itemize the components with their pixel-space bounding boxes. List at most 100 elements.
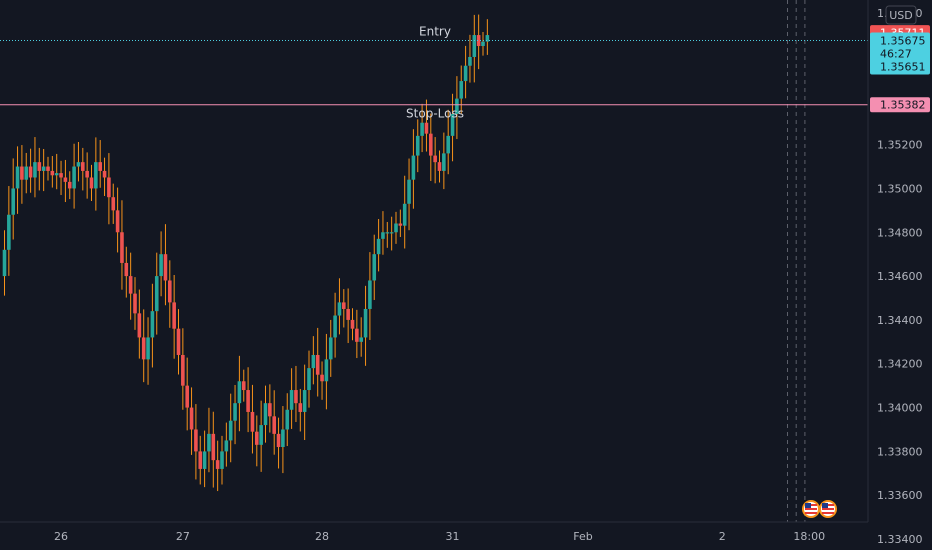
candle-body <box>311 354 316 369</box>
candle-body <box>124 262 129 277</box>
candle-body <box>407 179 411 204</box>
candle-body <box>255 431 259 445</box>
candle-body <box>181 354 185 386</box>
price-tag <box>870 97 930 113</box>
candle-body <box>37 162 42 171</box>
price-tick-label: 1.34200 <box>877 358 923 371</box>
entry-price-text: 1.35675 <box>880 35 926 48</box>
candle-body <box>172 302 176 329</box>
candle-body <box>281 429 285 448</box>
candle-body <box>102 170 107 178</box>
candle-body <box>7 214 11 250</box>
time-scale[interactable]: 26 27 28 31 Feb 2 18:00 <box>54 530 825 543</box>
candle-body <box>233 403 237 421</box>
us-flag-icon[interactable] <box>802 500 820 518</box>
entry-price-tag <box>870 32 930 75</box>
candle-body <box>476 35 481 47</box>
candle-body <box>272 416 276 434</box>
candle-body <box>298 403 303 412</box>
price-tick-label: 1.34000 <box>877 402 923 415</box>
candle-body <box>33 162 37 178</box>
candle-body <box>141 337 146 360</box>
candle-body <box>54 173 59 176</box>
candle-body <box>59 173 63 178</box>
candle-body <box>385 232 390 234</box>
candle-body <box>459 81 464 99</box>
countdown-text: 46:27 <box>880 48 912 61</box>
bid-price-text: 1.35651 <box>880 61 926 74</box>
currency-badge[interactable]: USD <box>885 5 917 25</box>
candle-body <box>307 368 311 391</box>
candle-body <box>189 407 194 430</box>
price-tick-label: 1.35000 <box>877 182 923 195</box>
candle-body <box>346 308 350 320</box>
candle-body <box>402 203 407 226</box>
candle-body <box>294 390 298 404</box>
candle-body <box>481 41 485 47</box>
candle-body <box>363 308 368 338</box>
candle-body <box>115 210 120 233</box>
candle-body <box>168 280 172 303</box>
time-tick-label: 26 <box>54 530 68 543</box>
vertical-markers <box>787 0 806 522</box>
price-tick-label: 1.34600 <box>877 270 923 283</box>
candle-body <box>28 166 33 178</box>
candle-body <box>20 166 24 180</box>
candle-body <box>442 153 446 171</box>
candle-body <box>302 390 307 412</box>
candle-body <box>337 302 342 316</box>
candle-body <box>76 162 81 167</box>
candle-body <box>463 65 468 82</box>
candle-body <box>381 232 385 239</box>
candle-body <box>328 337 333 360</box>
candle-body <box>285 409 290 430</box>
candle-body <box>268 403 272 417</box>
candle-body <box>276 433 281 448</box>
price-tick-label: 1.34400 <box>877 314 923 327</box>
candle-body <box>472 35 477 57</box>
candle-body <box>250 411 255 432</box>
candle-body <box>15 166 20 189</box>
candle-body <box>133 293 137 314</box>
price-tick-label: 1.35200 <box>877 139 923 152</box>
candle-body <box>333 315 337 338</box>
candle-body <box>220 451 224 469</box>
price-tick-label: 1.33800 <box>877 445 923 458</box>
us-flag-icon[interactable] <box>819 500 837 518</box>
time-tick-label: 18:00 <box>793 530 825 543</box>
candle-body <box>163 254 168 281</box>
candle-body <box>372 254 377 281</box>
time-tick-label: 27 <box>176 530 190 543</box>
candle-body <box>411 155 416 180</box>
candle-body <box>420 122 424 136</box>
price-tick-label: 1.33400 <box>877 533 923 546</box>
candle-body <box>433 155 437 163</box>
candle-body <box>215 460 220 469</box>
currency-label: USD <box>889 9 913 22</box>
candle-body <box>41 166 46 171</box>
candle-body <box>89 177 94 189</box>
candle-body <box>359 337 363 342</box>
candle-body <box>98 162 102 171</box>
candle-body <box>237 381 242 404</box>
candle-body <box>202 451 207 469</box>
price-tick-label: 1.34800 <box>877 226 923 239</box>
candle-body <box>455 98 459 114</box>
candle-body <box>446 135 450 154</box>
level-label: Entry <box>419 25 451 39</box>
candle-body <box>398 223 403 226</box>
candle-body <box>485 35 490 42</box>
candle-body <box>259 425 263 445</box>
candle-body <box>176 328 181 355</box>
time-tick-label: 2 <box>719 530 726 543</box>
time-tick-label: 28 <box>315 530 329 543</box>
candle-body <box>394 223 398 233</box>
candle-body <box>342 302 346 309</box>
candle-body <box>111 197 116 211</box>
candle-body <box>228 420 233 441</box>
candle-body <box>11 188 15 215</box>
candle-body <box>137 313 142 338</box>
time-tick-label: Feb <box>573 530 592 543</box>
horizontal-lines: Entry Stop-Loss <box>0 25 868 121</box>
